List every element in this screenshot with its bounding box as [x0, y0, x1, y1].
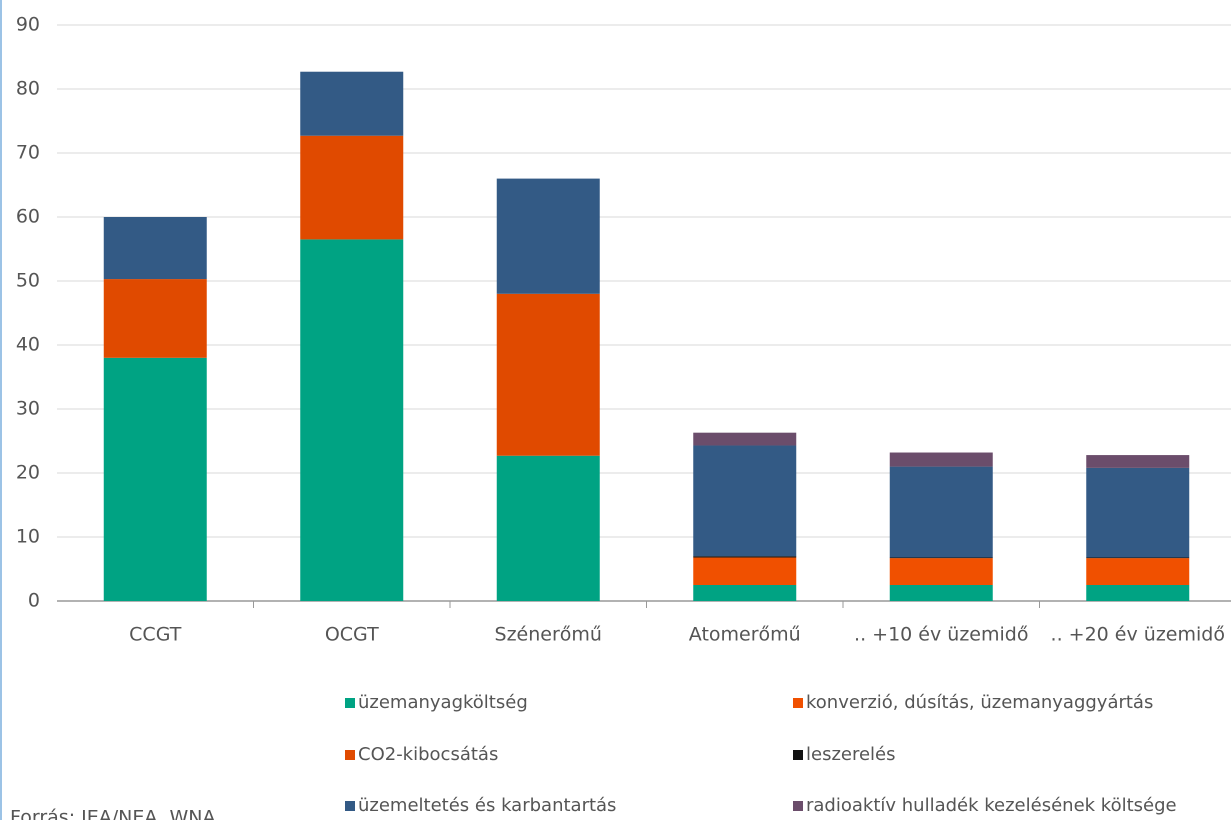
bar-segment: [889, 452, 993, 467]
legend-label: üzemanyagköltség: [358, 692, 528, 713]
legend-label: radioaktív hulladék kezelésének költsége: [806, 795, 1177, 816]
bar-segment: [300, 71, 404, 136]
bar-segment: [889, 557, 993, 559]
x-tick-label: OCGT: [325, 624, 379, 646]
source-note: Forrás: IEA/NEA, WNA: [10, 807, 215, 820]
bar-segment: [889, 585, 993, 601]
bar-segment: [889, 466, 993, 558]
y-tick-label: 50: [16, 270, 40, 292]
bar-segment: [300, 135, 404, 240]
bar-segment: [496, 293, 600, 456]
legend-swatch: [793, 698, 803, 708]
x-tick-label: CCGT: [129, 624, 182, 646]
legend-swatch: [345, 750, 355, 760]
bar-segment: [693, 557, 797, 585]
legend-label: konverzió, dúsítás, üzemanyaggyártás: [806, 692, 1153, 713]
y-tick-label: 70: [16, 142, 40, 164]
bar-segment: [1086, 585, 1190, 601]
bar-segment: [300, 239, 404, 601]
bar-segment: [693, 556, 797, 558]
legend-swatch: [793, 801, 803, 811]
bar-segment: [1086, 455, 1190, 468]
y-tick-label: 20: [16, 462, 40, 484]
bar-segment: [1086, 557, 1190, 559]
bar-segment: [693, 432, 797, 446]
bar-segment: [693, 445, 797, 557]
bar-segment: [103, 279, 207, 358]
bar-segment: [103, 217, 207, 280]
y-tick-label: 30: [16, 398, 40, 420]
legend-label: leszerelés: [806, 744, 896, 765]
bar-segment: [693, 585, 797, 601]
y-tick-label: 60: [16, 206, 40, 228]
y-tick-label: 0: [28, 590, 40, 612]
y-tick-label: 90: [16, 14, 40, 36]
bar-segment: [496, 455, 600, 601]
y-tick-label: 40: [16, 334, 40, 356]
x-tick-label: Atomerőmű: [689, 624, 801, 646]
y-tick-label: 10: [16, 526, 40, 548]
x-tick-label: Szénerőmű: [495, 624, 602, 646]
x-tick-label: .. +10 év üzemidő: [854, 624, 1028, 646]
bar-segment: [103, 357, 207, 601]
legend-label: üzemeltetés és karbantartás: [358, 795, 616, 816]
legend-swatch: [345, 698, 355, 708]
x-tick-label: .. +20 év üzemidő: [1051, 624, 1225, 646]
bar-segment: [889, 558, 993, 585]
bar-segment: [496, 178, 600, 294]
legend-swatch: [793, 750, 803, 760]
legend-swatch: [345, 801, 355, 811]
bar-segment: [1086, 558, 1190, 585]
y-tick-label: 80: [16, 78, 40, 100]
bar-segment: [1086, 467, 1190, 558]
legend-label: CO2-kibocsátás: [358, 744, 498, 765]
